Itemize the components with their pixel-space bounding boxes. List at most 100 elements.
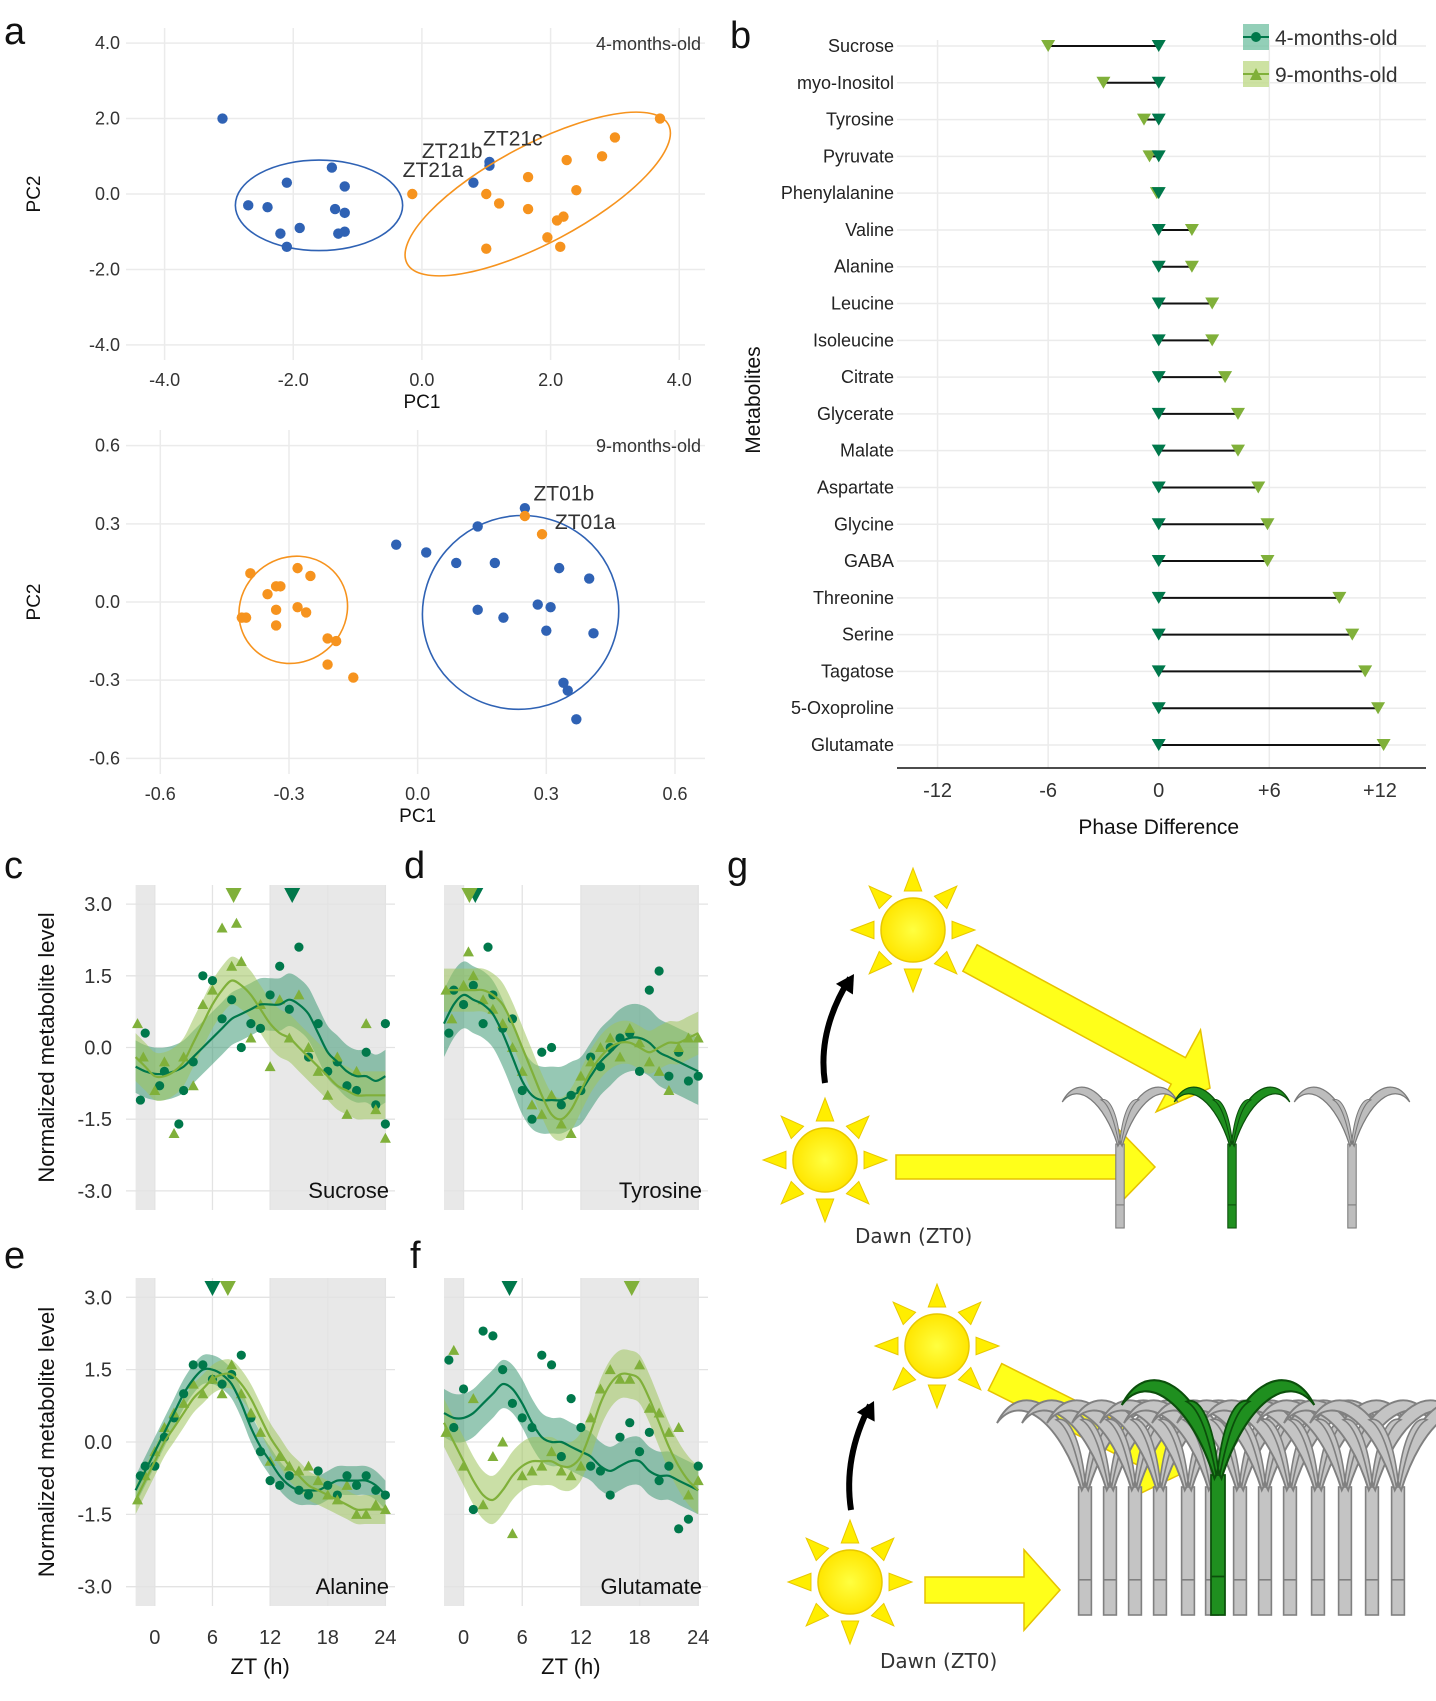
time-arrow-top [820, 976, 853, 1084]
data-point [294, 222, 305, 234]
category-label: Phenylalanine [781, 183, 894, 203]
data-point [519, 510, 531, 522]
sun-dawn-top [761, 1096, 889, 1224]
plant-stem [1127, 1486, 1143, 1616]
data-point [217, 113, 228, 124]
data-point [674, 1524, 684, 1534]
data-point [487, 1450, 499, 1461]
metabolite-label: Tyrosine [619, 1178, 702, 1203]
marker-9-months [1218, 371, 1233, 384]
data-point [132, 1494, 144, 1505]
data-point [527, 1114, 537, 1124]
data-point [575, 1460, 587, 1471]
x-tick-label: 0.0 [409, 370, 434, 390]
y-axis-title: Metabolites [742, 346, 765, 453]
marker-4-months [1151, 371, 1166, 384]
data-point [342, 1471, 352, 1481]
y-tick-label: -0.3 [89, 670, 120, 690]
x-tick-label: 24 [687, 1627, 709, 1649]
data-point [351, 1480, 362, 1491]
data-point [594, 1383, 606, 1394]
sun-disc [817, 1549, 883, 1615]
data-point [275, 581, 286, 592]
x-tick-label: 0.3 [534, 784, 559, 804]
sun-disc [904, 1313, 970, 1379]
data-point [216, 1388, 228, 1399]
category-label: Isoleucine [813, 330, 894, 350]
trend-line [134, 1372, 386, 1511]
marker-9-months [1184, 260, 1199, 273]
y-tick-label: -1.5 [78, 1504, 112, 1526]
dawn-label-top: Dawn (ZT0) [855, 1224, 972, 1248]
data-point [217, 1379, 227, 1389]
peak-marker [284, 888, 301, 903]
y-tick-label: 1.5 [84, 966, 112, 988]
phase-difference-plot: -12 -6 0 +6 +12 Phase Difference Metabolites Su… [742, 24, 1426, 839]
data-point [458, 999, 469, 1010]
data-point [197, 1388, 209, 1399]
sun-ray [815, 1198, 835, 1224]
data-point [348, 672, 359, 683]
x-tick-label: -2.0 [278, 370, 309, 390]
leaf [1287, 1418, 1319, 1488]
category-label: Malate [840, 441, 894, 461]
sun-upper-bottom [873, 1282, 1001, 1410]
category-label: GABA [844, 551, 894, 571]
canopy-diagram [761, 866, 1436, 1646]
data-point [634, 1447, 645, 1457]
data-point [274, 994, 286, 1005]
sun-ray [975, 1336, 1001, 1356]
category-label: Tagatose [821, 661, 894, 681]
data-point [342, 1081, 352, 1091]
data-point [360, 1018, 372, 1029]
x-tick-label: +12 [1363, 780, 1397, 802]
confidence-band [444, 1359, 699, 1515]
data-point [300, 607, 312, 618]
sun-ray [927, 1282, 947, 1308]
data-point [625, 1418, 635, 1428]
data-point [546, 1446, 558, 1457]
data-point [322, 659, 333, 670]
x-tick-label: 2.0 [538, 370, 563, 390]
y-tick-label: 4.0 [95, 33, 120, 53]
data-point [326, 162, 338, 173]
data-point [536, 529, 548, 540]
data-point [270, 604, 282, 616]
data-point [197, 998, 209, 1009]
data-point [507, 1398, 518, 1409]
peak-marker [501, 1281, 518, 1296]
category-label: Aspartate [817, 477, 894, 497]
data-point [370, 1104, 382, 1115]
y-tick-label: 0.6 [95, 436, 120, 456]
marker-9-months [1371, 702, 1386, 715]
category-label: Glycine [834, 514, 894, 534]
data-point [446, 1013, 458, 1024]
plant-stem [1102, 1486, 1118, 1616]
marker-9-months [1260, 518, 1275, 531]
time-course-sucrose: 3.0 1.5 0.0 -1.5 -3.0 Normalized metabolite l… [34, 885, 395, 1210]
data-point [227, 995, 237, 1005]
data-point [558, 211, 569, 222]
time-arrow-top-head [835, 974, 854, 995]
confidence-band [135, 1359, 386, 1525]
marker-4-months [1151, 518, 1166, 531]
sun-ray [927, 1384, 947, 1410]
sun-ray [933, 885, 958, 910]
data-point [555, 1118, 567, 1129]
pca-plot-4-months: -4.0 -2.0 0.0 2.0 4.0 4.0 2.0 0.0 -2.0 -4.0 PC1 PC2… [24, 28, 705, 413]
plant-stem [1210, 1474, 1226, 1616]
sun-ray [868, 950, 893, 975]
data-point [313, 1466, 323, 1476]
plant-stem [1337, 1486, 1353, 1616]
data-point [330, 635, 342, 647]
legend-label-9-months: 9-months-old [1275, 64, 1398, 87]
data-point [370, 1499, 382, 1510]
confidence-ellipse [404, 111, 672, 277]
data-point [634, 1037, 646, 1048]
data-point [458, 979, 470, 990]
sun-ray [805, 1537, 830, 1562]
data-point [361, 1471, 371, 1481]
marker-9-months [1251, 481, 1266, 494]
plant-grey-right [1293, 1086, 1411, 1229]
data-point [604, 1032, 616, 1043]
